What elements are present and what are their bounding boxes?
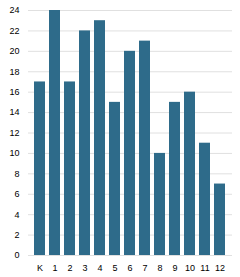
svg-text:10: 10 <box>9 148 19 158</box>
svg-text:2: 2 <box>14 230 19 240</box>
svg-text:4: 4 <box>14 210 19 220</box>
svg-text:4: 4 <box>97 263 102 273</box>
svg-text:6: 6 <box>14 189 19 199</box>
svg-text:20: 20 <box>9 46 19 56</box>
svg-text:2: 2 <box>67 263 72 273</box>
svg-text:3: 3 <box>82 263 87 273</box>
svg-text:10: 10 <box>185 263 195 273</box>
svg-text:16: 16 <box>9 87 19 97</box>
svg-text:5: 5 <box>112 263 117 273</box>
svg-text:11: 11 <box>200 263 209 273</box>
svg-text:18: 18 <box>9 67 19 77</box>
svg-text:8: 8 <box>157 263 162 273</box>
svg-text:9: 9 <box>172 263 177 273</box>
svg-text:22: 22 <box>9 26 19 36</box>
svg-text:7: 7 <box>142 263 147 273</box>
svg-text:8: 8 <box>14 169 19 179</box>
svg-text:K: K <box>37 263 43 273</box>
svg-text:24: 24 <box>9 5 19 15</box>
svg-text:0: 0 <box>14 250 19 260</box>
svg-text:1: 1 <box>52 263 57 273</box>
svg-text:6: 6 <box>127 263 132 273</box>
svg-text:14: 14 <box>9 107 19 117</box>
svg-text:12: 12 <box>9 128 19 138</box>
svg-text:12: 12 <box>215 263 225 273</box>
